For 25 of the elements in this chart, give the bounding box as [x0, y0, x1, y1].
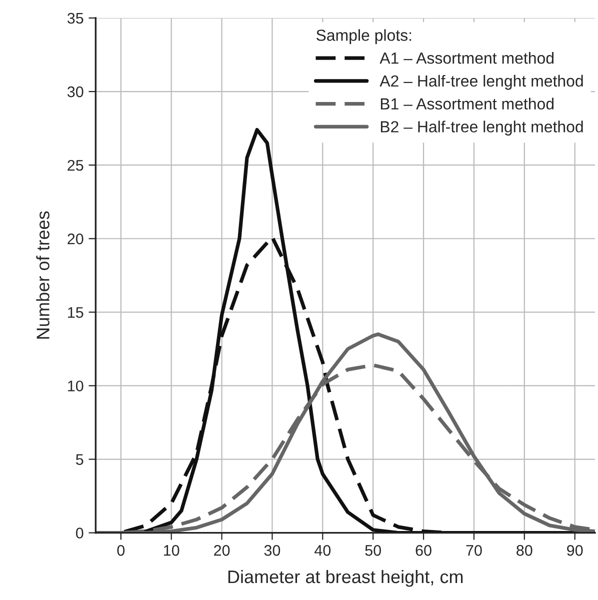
legend-label: A2 – Half-tree lenght method	[380, 74, 583, 90]
x-tick-label: 50	[365, 545, 381, 556]
y-tick-label: 15	[68, 307, 84, 318]
legend-label: A1 – Assortment method	[380, 52, 554, 64]
y-tick-label: 0	[76, 528, 84, 538]
y-axis-title: Number of trees	[36, 211, 50, 339]
x-tick-label: 60	[416, 545, 432, 556]
y-tick-label: 5	[76, 454, 84, 465]
x-tick-label: 90	[567, 545, 583, 556]
x-tick-label: 20	[214, 545, 230, 556]
legend-title: Sample plots:	[316, 29, 412, 44]
x-tick-label: 40	[314, 545, 331, 556]
legend-label: B1 – Assortment method	[380, 98, 554, 110]
x-tick-label: 10	[164, 545, 180, 556]
x-axis-title: Diameter at breast height, cm	[228, 570, 463, 587]
y-tick-label: 20	[68, 233, 84, 244]
y-tick-label: 35	[67, 12, 84, 24]
y-tick-label: 25	[68, 160, 84, 171]
legend-label: B2 – Half-tree lenght method	[380, 120, 583, 136]
x-tick-label: 0	[117, 545, 125, 556]
y-tick-label: 30	[67, 86, 84, 98]
x-tick-label: 70	[466, 545, 482, 556]
x-tick-label: 30	[264, 545, 280, 556]
x-tick-label: 80	[516, 545, 532, 556]
y-tick-label: 10	[68, 380, 84, 392]
